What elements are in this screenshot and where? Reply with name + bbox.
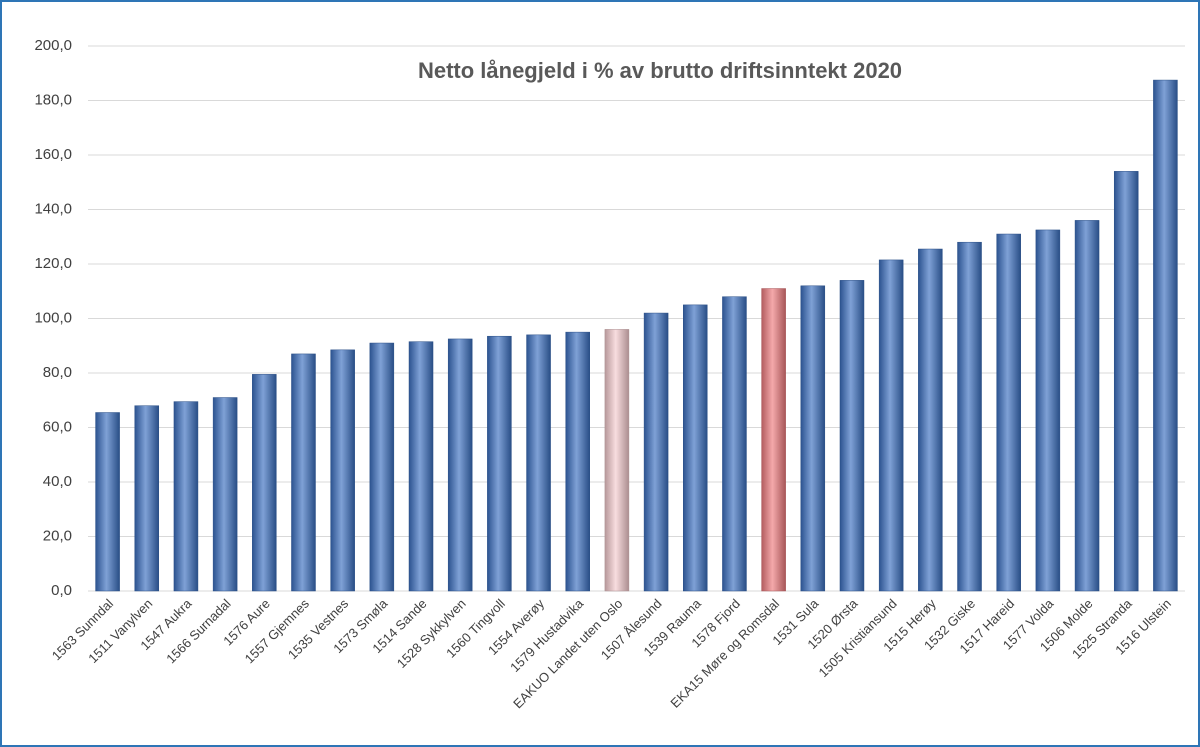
y-tick-label: 100,0: [34, 309, 72, 326]
bar: [212, 397, 238, 592]
y-tick-label: 80,0: [43, 364, 72, 381]
y-tick-label: 180,0: [34, 91, 72, 108]
bar: [408, 341, 434, 592]
bar: [1153, 79, 1178, 592]
y-tick-label: 200,0: [34, 37, 72, 54]
bar: [761, 288, 786, 592]
bar: [957, 241, 982, 592]
bar: [1113, 171, 1139, 592]
bar: [565, 331, 590, 592]
bar: [369, 342, 395, 592]
y-tick-label: 60,0: [43, 418, 72, 435]
y-tick-label: 40,0: [43, 473, 72, 490]
bar: [1035, 229, 1061, 592]
bar: [487, 335, 512, 592]
chart-title: Netto lånegjeld i % av brutto driftsinnt…: [418, 58, 902, 83]
bar: [878, 259, 904, 592]
y-tick-label: 140,0: [34, 200, 72, 217]
bar: [252, 374, 277, 592]
y-tick-label: 0,0: [51, 582, 72, 599]
bar: [839, 280, 865, 592]
bar: [996, 233, 1021, 592]
bar: [134, 405, 160, 592]
bar: [330, 349, 355, 592]
bar: [643, 312, 669, 592]
y-tick-label: 120,0: [34, 255, 72, 272]
y-tick-label: 160,0: [34, 146, 72, 163]
bar: [683, 304, 708, 592]
bar: [1074, 220, 1100, 592]
bar: [526, 334, 551, 592]
bar: [173, 401, 199, 592]
bar: [95, 412, 120, 592]
bar: [604, 329, 630, 592]
y-tick-label: 20,0: [43, 527, 72, 544]
bar: [291, 353, 316, 592]
bar: [722, 296, 747, 592]
bar: [800, 285, 826, 592]
bar: [918, 248, 943, 592]
bar: [447, 338, 473, 592]
